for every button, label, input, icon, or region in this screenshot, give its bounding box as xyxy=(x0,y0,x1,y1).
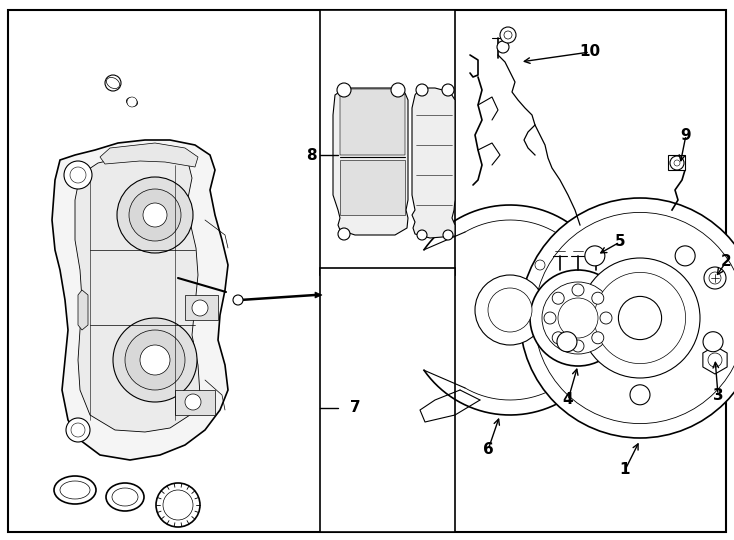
Polygon shape xyxy=(52,140,228,460)
Circle shape xyxy=(592,292,604,304)
Circle shape xyxy=(572,284,584,296)
Circle shape xyxy=(708,353,722,367)
Circle shape xyxy=(185,394,201,410)
Text: 5: 5 xyxy=(614,234,625,249)
Circle shape xyxy=(488,288,532,332)
Circle shape xyxy=(140,345,170,375)
Circle shape xyxy=(580,258,700,378)
Text: 1: 1 xyxy=(619,462,631,477)
Ellipse shape xyxy=(106,483,144,511)
Polygon shape xyxy=(175,390,215,415)
Circle shape xyxy=(558,298,598,338)
Circle shape xyxy=(504,31,512,39)
Text: 6: 6 xyxy=(483,442,493,457)
Polygon shape xyxy=(668,155,685,170)
Circle shape xyxy=(105,75,121,91)
Circle shape xyxy=(338,228,350,240)
Bar xyxy=(320,268,455,532)
Circle shape xyxy=(475,275,545,345)
Polygon shape xyxy=(340,160,405,215)
Circle shape xyxy=(125,330,185,390)
Circle shape xyxy=(557,332,577,352)
Circle shape xyxy=(674,160,680,166)
Bar xyxy=(320,10,455,275)
Circle shape xyxy=(143,203,167,227)
Circle shape xyxy=(544,312,556,324)
Circle shape xyxy=(113,318,197,402)
Circle shape xyxy=(552,292,564,304)
Polygon shape xyxy=(340,89,405,155)
Circle shape xyxy=(233,295,243,305)
Polygon shape xyxy=(78,290,88,330)
Circle shape xyxy=(534,212,734,423)
Circle shape xyxy=(704,267,726,289)
Text: 4: 4 xyxy=(563,393,573,408)
Circle shape xyxy=(520,198,734,438)
Circle shape xyxy=(595,272,686,363)
Text: 7: 7 xyxy=(349,401,360,415)
Circle shape xyxy=(572,340,584,352)
Circle shape xyxy=(70,167,86,183)
Circle shape xyxy=(585,246,605,266)
Circle shape xyxy=(192,300,208,316)
Circle shape xyxy=(443,230,453,240)
Polygon shape xyxy=(315,292,322,298)
Text: 9: 9 xyxy=(680,127,691,143)
Ellipse shape xyxy=(60,481,90,499)
Circle shape xyxy=(670,156,684,170)
Circle shape xyxy=(71,423,85,437)
Ellipse shape xyxy=(106,77,120,89)
Circle shape xyxy=(117,177,193,253)
Circle shape xyxy=(129,189,181,241)
Text: 8: 8 xyxy=(305,147,316,163)
Circle shape xyxy=(66,418,90,442)
Circle shape xyxy=(630,385,650,405)
Circle shape xyxy=(127,97,137,107)
Circle shape xyxy=(391,83,405,97)
Circle shape xyxy=(417,230,427,240)
Circle shape xyxy=(497,41,509,53)
Circle shape xyxy=(600,312,612,324)
Circle shape xyxy=(416,84,428,96)
Circle shape xyxy=(675,246,695,266)
Polygon shape xyxy=(75,156,200,432)
Polygon shape xyxy=(703,346,727,374)
Polygon shape xyxy=(185,295,218,320)
Circle shape xyxy=(337,83,351,97)
Circle shape xyxy=(530,270,626,366)
Circle shape xyxy=(535,260,545,270)
Text: 2: 2 xyxy=(721,254,731,269)
Polygon shape xyxy=(333,88,408,235)
Circle shape xyxy=(156,483,200,527)
Text: 10: 10 xyxy=(579,44,600,59)
Circle shape xyxy=(552,332,564,344)
Ellipse shape xyxy=(127,98,137,106)
Polygon shape xyxy=(100,143,198,167)
Ellipse shape xyxy=(112,488,138,506)
Circle shape xyxy=(619,296,661,340)
Circle shape xyxy=(163,490,193,520)
Circle shape xyxy=(442,84,454,96)
Ellipse shape xyxy=(54,476,96,504)
Circle shape xyxy=(64,161,92,189)
Text: 3: 3 xyxy=(713,388,723,402)
Circle shape xyxy=(709,272,721,284)
Circle shape xyxy=(703,332,723,352)
Polygon shape xyxy=(412,88,455,238)
Circle shape xyxy=(542,282,614,354)
Circle shape xyxy=(500,27,516,43)
Circle shape xyxy=(592,332,604,344)
